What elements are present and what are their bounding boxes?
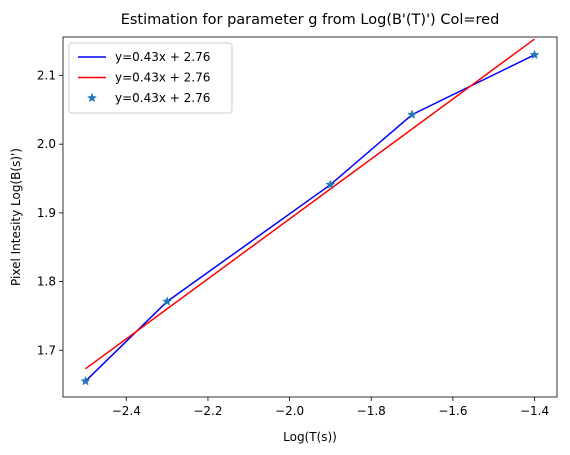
x-tick-label: −2.0 xyxy=(275,404,304,418)
legend: y=0.43x + 2.76 y=0.43x + 2.76 y=0.43x + 2.… xyxy=(68,42,233,114)
data-point-star xyxy=(529,49,540,60)
y-tick-label: 1.8 xyxy=(37,275,56,289)
chart-title: Estimation for parameter g from Log(B'(T… xyxy=(121,12,500,28)
legend-box xyxy=(68,42,233,114)
plot-area: −2.4 −2.2 −2.0 −1.8 −1.6 −1.4 1.7 1.8 1.9 2.0 2.1 xyxy=(37,36,558,418)
x-tick-label: −2.2 xyxy=(193,404,222,418)
data-point-star xyxy=(406,109,418,119)
legend-label-1: y=0.43x + 2.76 xyxy=(115,50,210,64)
y-axis-label: Pixel Intesity Log(B(s)') xyxy=(9,148,23,286)
data-point-star xyxy=(325,179,336,190)
x-tick-label: −1.8 xyxy=(357,404,386,418)
plot-frame xyxy=(62,36,558,398)
x-tick-label: −1.6 xyxy=(438,404,467,418)
y-tick-label: 2.1 xyxy=(37,68,56,82)
data-point-star xyxy=(80,375,91,386)
x-tick-label: −1.4 xyxy=(520,404,549,418)
y-tick-label: 1.9 xyxy=(37,206,56,220)
legend-label-2: y=0.43x + 2.76 xyxy=(115,71,210,85)
legend-star-marker xyxy=(86,92,98,103)
y-tick-label: 1.7 xyxy=(37,343,56,357)
x-tick-label: −2.4 xyxy=(112,404,141,418)
series-line-2 xyxy=(85,38,535,370)
legend-label-3: y=0.43x + 2.76 xyxy=(115,91,210,105)
x-axis-label: Log(T(s)) xyxy=(283,430,337,444)
y-tick-label: 2.0 xyxy=(37,137,56,151)
data-point-star xyxy=(162,296,173,306)
